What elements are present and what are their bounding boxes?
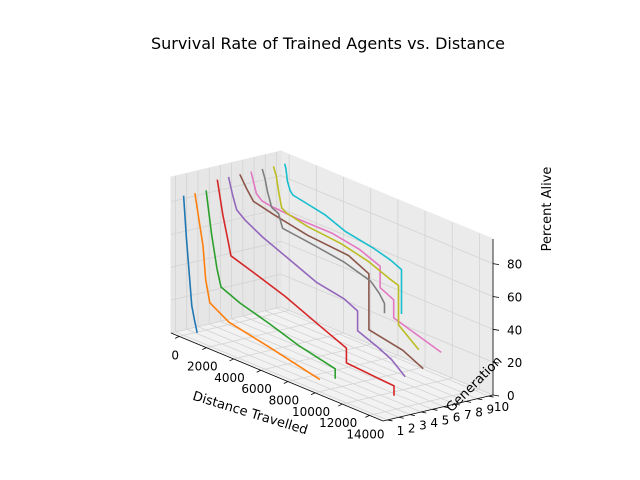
y-tick	[477, 398, 483, 401]
z-grid-line	[170, 175, 282, 203]
z-tick-label: 20	[507, 356, 522, 370]
y-grid-line	[197, 326, 411, 416]
z-grid-line	[170, 208, 282, 235]
grid-lines	[170, 152, 494, 421]
z-grid-line	[280, 306, 494, 396]
x-grid-line	[233, 332, 344, 360]
x-tick	[283, 381, 289, 384]
x-tick-label: 2000	[187, 360, 218, 374]
y-tick-label: 10	[494, 400, 509, 414]
z-grid-line	[280, 175, 494, 265]
y-tick-label: 1	[397, 424, 405, 438]
series-line-gen-10	[283, 163, 403, 314]
x-tick-label: 0	[171, 348, 179, 362]
z-axis-label: Percent Alive	[540, 167, 555, 252]
z-tick	[492, 328, 500, 331]
y-tick	[454, 403, 460, 406]
x-tick-label: 8000	[269, 394, 300, 408]
y-tick	[421, 411, 427, 414]
x-tick	[338, 403, 343, 407]
x-tick-label: 6000	[241, 382, 272, 396]
z-tick	[492, 394, 500, 397]
y-grid-line	[175, 331, 388, 421]
series-line-gen-7	[250, 171, 442, 354]
x-grid-line	[287, 355, 398, 382]
z-tick	[492, 361, 500, 364]
x-tick-label: 10000	[292, 405, 330, 419]
y-tick	[432, 408, 438, 411]
y-tick	[409, 414, 416, 417]
y-grid-line	[220, 320, 433, 410]
x-tick	[174, 336, 180, 339]
series-line-gen-8	[261, 168, 386, 314]
series-line-gen-5	[227, 176, 406, 378]
series-line-gen-6	[239, 173, 424, 370]
y-grid-line	[186, 328, 399, 418]
y-grid-line	[265, 310, 478, 400]
x-tick-label: 12000	[319, 416, 357, 430]
z-tick-label: 0	[507, 389, 515, 403]
x-tick	[365, 415, 370, 418]
y-tick-label: 2	[408, 421, 416, 435]
series-line-gen-1	[182, 195, 198, 333]
x-tick	[256, 369, 261, 373]
y-tick-label: 8	[475, 405, 483, 419]
y-tick	[387, 419, 393, 422]
z-grid-line	[170, 240, 282, 268]
y-tick-label: 7	[464, 408, 472, 422]
x-grid-line	[369, 388, 480, 416]
y-tick	[443, 406, 449, 409]
x-grid-line	[314, 366, 426, 394]
z-grid-line	[280, 208, 494, 297]
z-tick	[492, 296, 500, 298]
y-tick-label: 3	[419, 419, 427, 433]
z-tick-label: 60	[507, 290, 522, 304]
z-tick-label: 80	[507, 258, 522, 272]
x-tick	[202, 347, 207, 351]
y-tick-label: 6	[453, 411, 461, 425]
y-tick	[465, 400, 472, 403]
z-grid-line	[280, 273, 494, 363]
series-line-gen-3	[205, 190, 337, 379]
data-series	[182, 163, 442, 396]
y-axis-line	[382, 394, 494, 422]
x-tick-label: 4000	[214, 371, 245, 385]
x-tick	[229, 358, 234, 362]
y-grid-line	[231, 318, 444, 408]
y-tick-label: 5	[442, 413, 450, 427]
chart-title: Survival Rate of Trained Agents vs. Dist…	[151, 34, 505, 53]
series-line-gen-4	[216, 179, 395, 396]
y-grid-line	[253, 312, 467, 402]
y-grid-line	[209, 323, 422, 413]
z-tick-label: 40	[507, 323, 522, 337]
x-grid-line	[342, 377, 453, 405]
x-tick-label: 14000	[346, 427, 384, 441]
x-grid-line	[206, 321, 317, 349]
y-tick-label: 4	[430, 416, 438, 430]
x-tick	[310, 392, 316, 396]
y-tick-label: 9	[486, 403, 494, 417]
series-line-gen-9	[272, 166, 420, 351]
series-line-gen-2	[194, 192, 321, 381]
y-tick	[398, 416, 404, 419]
y-tick	[488, 395, 494, 398]
z-grid-line	[280, 240, 494, 330]
z-tick	[492, 263, 500, 266]
